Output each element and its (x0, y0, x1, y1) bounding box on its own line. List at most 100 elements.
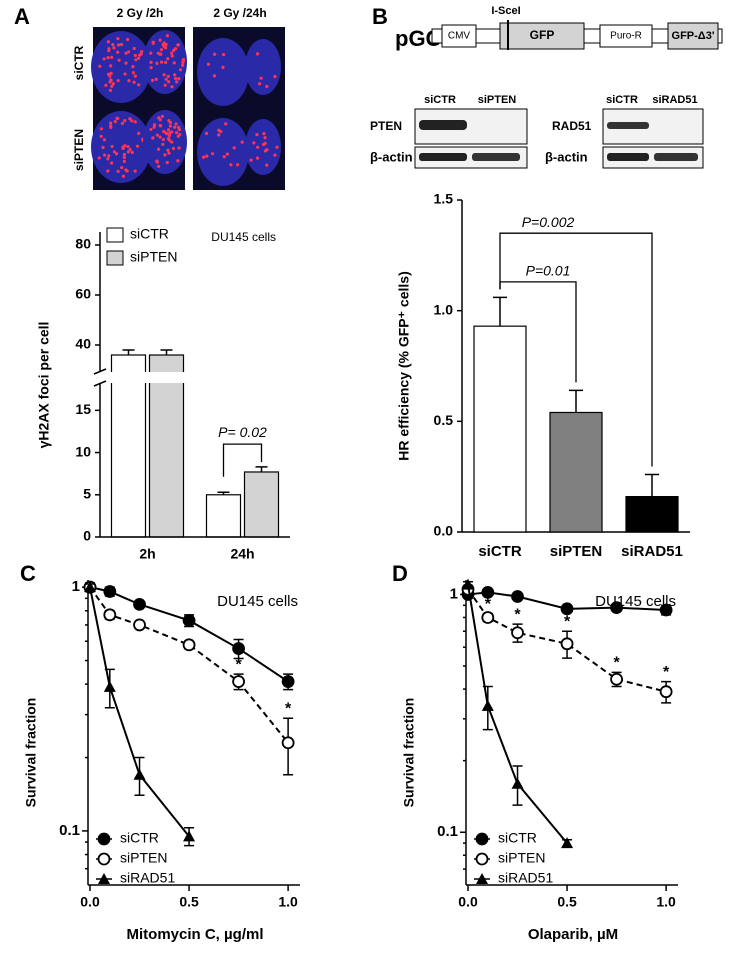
focus (108, 74, 112, 78)
focus (133, 169, 137, 173)
focus (137, 131, 141, 136)
significance-star: * (613, 655, 620, 672)
focus (273, 74, 277, 79)
legend-marker (475, 852, 489, 866)
legend-label: siPTEN (120, 850, 167, 866)
point (511, 626, 524, 640)
focus (109, 64, 113, 68)
series-line (89, 586, 289, 744)
focus (167, 151, 171, 155)
legend-swatch (106, 227, 124, 243)
focus (110, 161, 114, 165)
focus (124, 61, 128, 65)
focus (128, 117, 132, 121)
point (561, 837, 574, 849)
focus (170, 140, 174, 144)
focus (149, 51, 153, 55)
focus (159, 52, 163, 56)
focus (131, 71, 136, 75)
focus (111, 43, 115, 47)
focus (166, 57, 170, 61)
focus (166, 148, 170, 152)
element-box (499, 22, 585, 50)
focus (158, 38, 162, 42)
error-bar (569, 389, 583, 413)
focus (138, 53, 142, 57)
x-tick-label: siCTR (478, 543, 522, 560)
protein-label: β-actin (545, 149, 588, 164)
column-label: 2 Gy /24h (213, 6, 266, 20)
focus (155, 61, 159, 65)
focus (125, 37, 130, 42)
focus (116, 79, 120, 83)
focus (173, 73, 177, 77)
significance-star: * (285, 700, 292, 717)
x-tick-label: siPTEN (550, 543, 603, 560)
nucleus (197, 118, 249, 186)
focus (255, 156, 260, 160)
point (659, 603, 673, 617)
x-tick-label: 1.0 (656, 894, 676, 910)
band (472, 153, 520, 161)
focus (99, 134, 103, 138)
focus (133, 74, 137, 78)
focus (170, 51, 174, 55)
focus (201, 155, 206, 159)
focus (135, 144, 140, 148)
focus (155, 160, 159, 164)
lane-label: siCTR (606, 94, 638, 106)
focus (149, 60, 153, 64)
focus (163, 153, 167, 157)
focus (101, 145, 105, 150)
y-tick-label: 10 (75, 443, 91, 459)
error-bar (122, 349, 135, 355)
focus (170, 54, 174, 58)
focus (116, 43, 121, 47)
focus (98, 64, 102, 68)
legend-label: siPTEN (498, 850, 545, 866)
focus (163, 83, 167, 87)
bar (243, 471, 280, 538)
point (610, 601, 623, 615)
focus (177, 125, 181, 129)
focus (255, 132, 259, 137)
point (659, 685, 673, 699)
y-tick-label: 0.0 (434, 523, 454, 539)
x-tick-label: 2h (139, 546, 155, 562)
focus (166, 128, 171, 132)
focus (161, 129, 166, 134)
panel-letter: C (20, 561, 36, 586)
focus (106, 157, 110, 161)
band (654, 153, 698, 161)
series-line (89, 586, 190, 837)
focus (181, 57, 186, 62)
focus (167, 119, 171, 123)
legend-label: siCTR (120, 830, 159, 846)
focus (104, 83, 108, 87)
focus (171, 146, 176, 151)
significance-star: * (663, 664, 670, 681)
y-axis-label: Survival fraction (23, 698, 39, 808)
bar (205, 494, 242, 538)
point (462, 578, 474, 590)
focus (116, 169, 120, 173)
focus (235, 163, 240, 167)
focus (155, 133, 159, 137)
focus (116, 50, 120, 54)
focus (204, 131, 209, 136)
focus (106, 169, 110, 173)
legend-label: siCTR (130, 226, 169, 242)
point (560, 602, 574, 616)
focus (107, 48, 111, 53)
element-label: GFP-Δ3' (672, 30, 715, 42)
y-tick-label: 60 (75, 286, 91, 302)
point (182, 614, 196, 627)
focus (205, 154, 209, 158)
legend-marker (97, 832, 111, 846)
focus (126, 145, 130, 149)
focus (176, 43, 180, 47)
point (103, 608, 117, 622)
focus (160, 114, 165, 118)
series-line (467, 584, 568, 844)
focus (255, 52, 260, 56)
